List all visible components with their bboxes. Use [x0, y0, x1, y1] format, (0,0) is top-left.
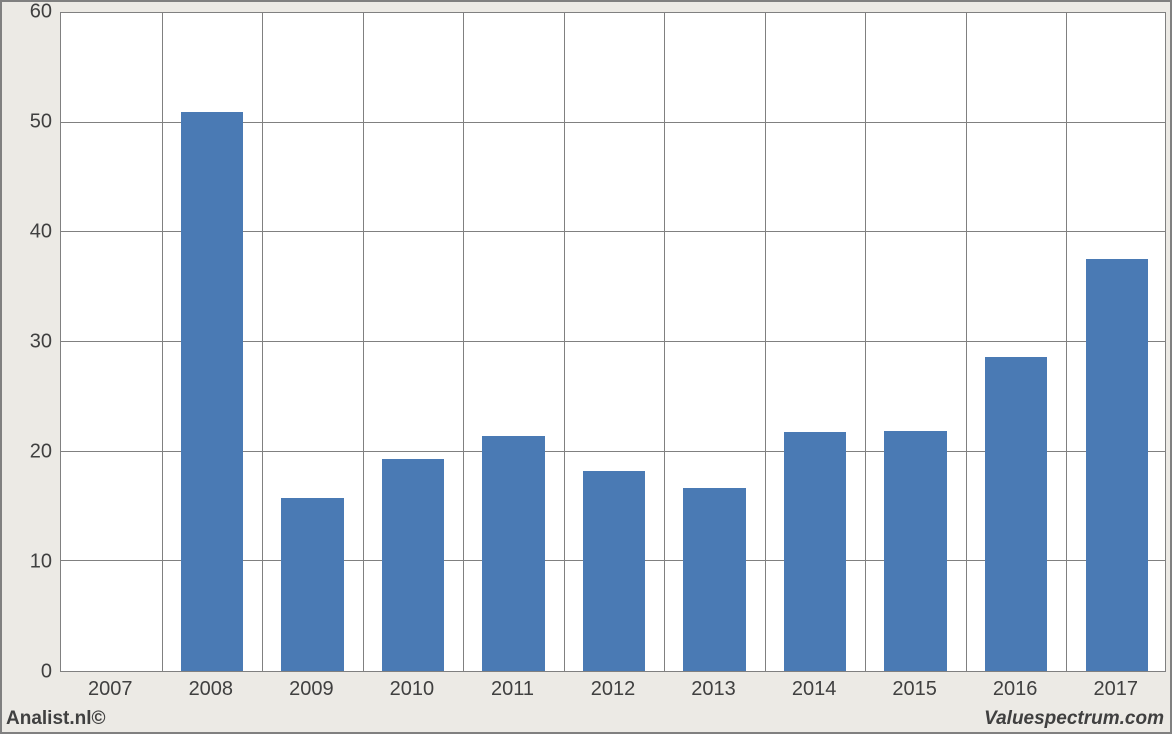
gridline-v [363, 13, 364, 671]
bar [382, 459, 444, 671]
x-tick-label: 2016 [993, 678, 1038, 701]
y-tick-label: 30 [2, 331, 52, 354]
bar [1086, 259, 1148, 671]
gridline-v [463, 13, 464, 671]
x-tick-label: 2017 [1093, 678, 1138, 701]
y-tick-label: 20 [2, 441, 52, 464]
gridline-v [262, 13, 263, 671]
x-tick-label: 2008 [189, 678, 234, 701]
y-tick-label: 10 [2, 551, 52, 574]
footer-left: Analist.nl© [6, 708, 106, 730]
bar [482, 436, 544, 671]
y-tick-label: 0 [2, 661, 52, 684]
gridline-v [162, 13, 163, 671]
x-tick-label: 2010 [390, 678, 435, 701]
x-tick-label: 2015 [892, 678, 937, 701]
x-tick-label: 2009 [289, 678, 334, 701]
bar [683, 488, 745, 671]
gridline-v [966, 13, 967, 671]
bar [784, 432, 846, 671]
gridline-v [1066, 13, 1067, 671]
gridline-v [765, 13, 766, 671]
gridline-v [664, 13, 665, 671]
plot-area [60, 12, 1166, 672]
bar [583, 471, 645, 671]
y-tick-label: 50 [2, 111, 52, 134]
x-tick-label: 2011 [491, 678, 534, 701]
x-tick-label: 2014 [792, 678, 837, 701]
bar [985, 357, 1047, 671]
y-tick-label: 40 [2, 221, 52, 244]
x-tick-label: 2012 [591, 678, 636, 701]
x-tick-label: 2007 [88, 678, 133, 701]
chart-frame: 0 10 20 30 40 50 60 2007 2008 2009 2010 2011 2012 20… [0, 0, 1172, 734]
x-tick-label: 2013 [691, 678, 736, 701]
bar [181, 112, 243, 671]
gridline-v [865, 13, 866, 671]
bar [884, 431, 946, 671]
y-tick-label: 60 [2, 1, 52, 24]
gridline-v [564, 13, 565, 671]
bar [281, 498, 343, 671]
footer-right: Valuespectrum.com [984, 708, 1164, 730]
